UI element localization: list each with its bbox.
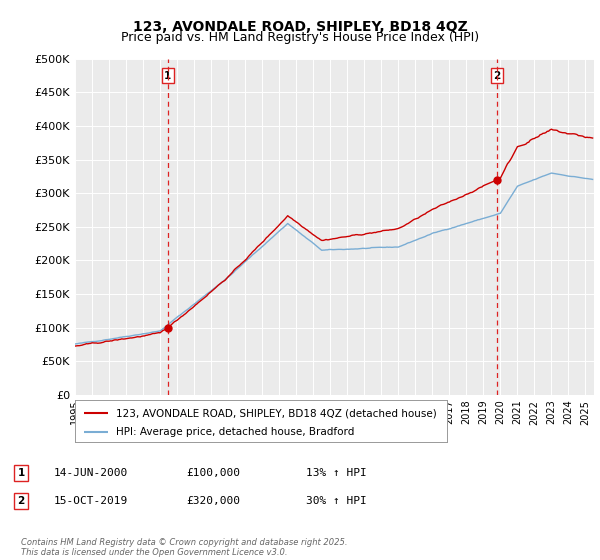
Text: Price paid vs. HM Land Registry's House Price Index (HPI): Price paid vs. HM Land Registry's House … [121, 31, 479, 44]
Text: 123, AVONDALE ROAD, SHIPLEY, BD18 4QZ: 123, AVONDALE ROAD, SHIPLEY, BD18 4QZ [133, 20, 467, 34]
Text: Contains HM Land Registry data © Crown copyright and database right 2025.
This d: Contains HM Land Registry data © Crown c… [21, 538, 347, 557]
Text: 14-JUN-2000: 14-JUN-2000 [54, 468, 128, 478]
Text: 1: 1 [164, 71, 172, 81]
Text: 2: 2 [493, 71, 500, 81]
Text: 2: 2 [17, 496, 25, 506]
Text: 30% ↑ HPI: 30% ↑ HPI [306, 496, 367, 506]
Text: 15-OCT-2019: 15-OCT-2019 [54, 496, 128, 506]
Text: 13% ↑ HPI: 13% ↑ HPI [306, 468, 367, 478]
Text: £320,000: £320,000 [186, 496, 240, 506]
Text: £100,000: £100,000 [186, 468, 240, 478]
Text: HPI: Average price, detached house, Bradford: HPI: Average price, detached house, Brad… [116, 427, 354, 437]
Text: 123, AVONDALE ROAD, SHIPLEY, BD18 4QZ (detached house): 123, AVONDALE ROAD, SHIPLEY, BD18 4QZ (d… [116, 408, 437, 418]
Text: 1: 1 [17, 468, 25, 478]
